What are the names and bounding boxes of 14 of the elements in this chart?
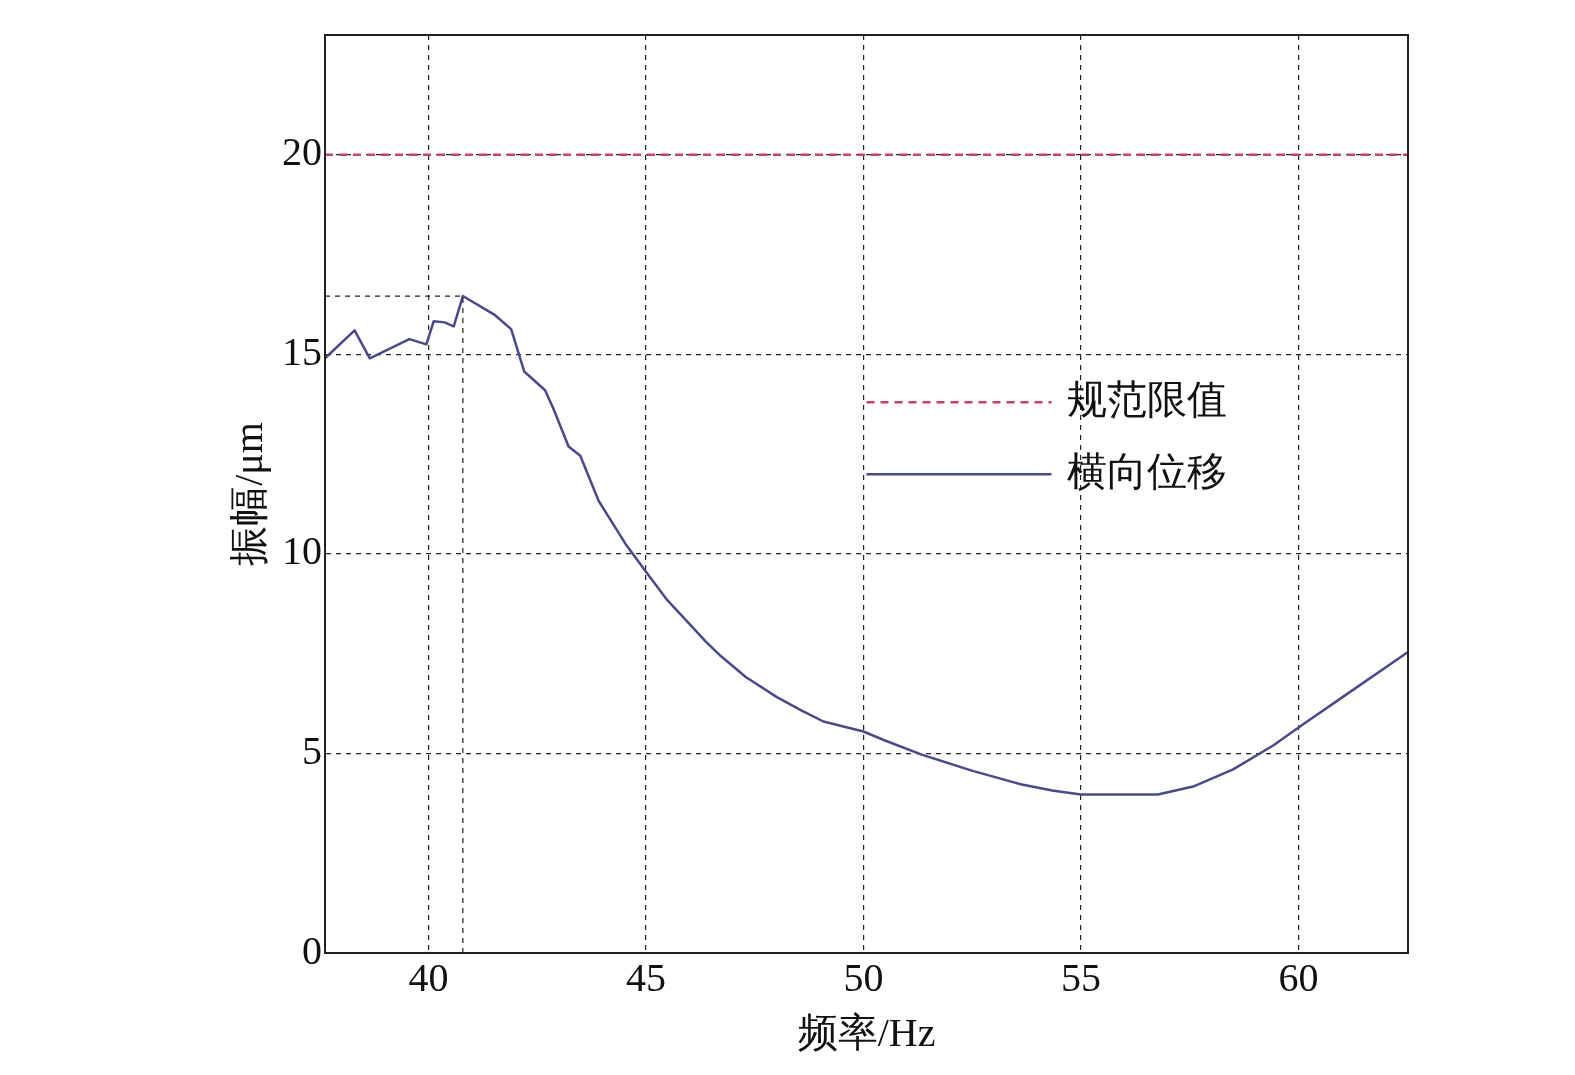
x-tick-label: 50 (843, 954, 884, 1000)
y-tick-label: 15 (282, 328, 322, 374)
x-tick-label: 55 (1060, 954, 1101, 1000)
x-tick-label: 40 (408, 954, 449, 1000)
legend-label: 横向位移 (1066, 448, 1227, 494)
legend-label: 规范限值 (1066, 376, 1227, 422)
y-axis-title: 振幅/μm (225, 422, 271, 566)
y-tick-label: 10 (282, 528, 322, 574)
y-tick-label: 0 (302, 927, 322, 973)
x-axis-title: 频率/Hz (797, 1009, 936, 1055)
y-tick-label: 20 (282, 129, 322, 175)
x-tick-label: 45 (625, 954, 666, 1000)
y-tick-label: 5 (302, 727, 322, 773)
x-tick-label: 60 (1278, 954, 1319, 1000)
